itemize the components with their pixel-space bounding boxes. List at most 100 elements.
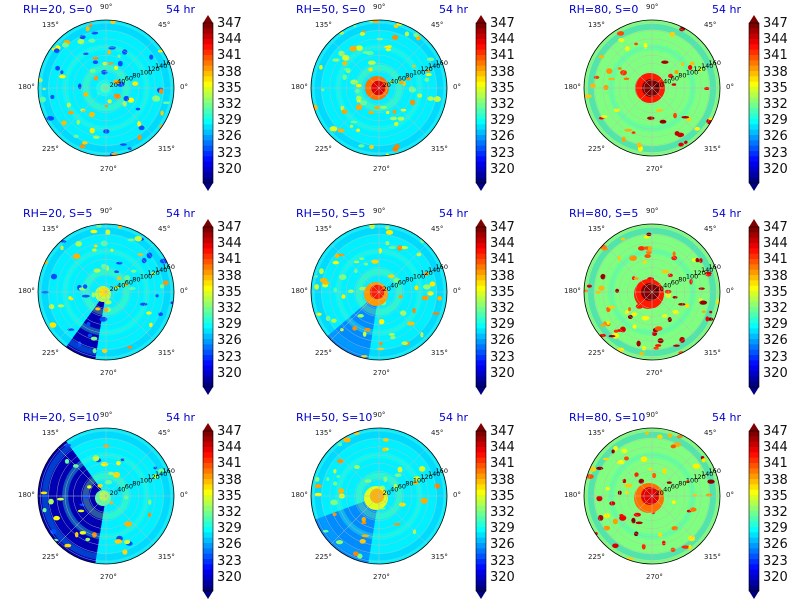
colorbar-segment	[749, 135, 759, 141]
convective-cell	[689, 507, 697, 512]
convective-cell	[424, 77, 430, 82]
colorbar-segment	[749, 140, 759, 147]
convective-cell	[361, 521, 367, 525]
colorbar-segment	[203, 232, 213, 239]
convective-cell	[364, 327, 371, 332]
polar-panel: RH=50, S=5 54 hr 20 40 60 80 100 120 140 160 90° 45…	[273, 204, 537, 408]
radial-tick-label: 80	[678, 71, 686, 79]
convective-cell	[79, 530, 87, 535]
colorbar-tick-label: 320	[763, 569, 788, 585]
convective-cell	[77, 509, 85, 513]
angular-gridline	[603, 39, 653, 89]
convective-cell	[641, 315, 650, 321]
colorbar-segment	[749, 113, 759, 120]
colorbar-segment	[203, 505, 213, 512]
polar-panel: RH=20, S=0 54 hr 20 40 60 80 100 120 140 160 90° 45…	[0, 0, 264, 204]
radial-tick-label: 80	[405, 479, 413, 487]
colorbar-segment	[476, 259, 486, 265]
radial-tick-label: 100	[413, 272, 425, 280]
colorbar-segment	[203, 264, 213, 271]
convective-cell	[149, 54, 154, 60]
convective-cell	[617, 490, 622, 495]
colorbar	[202, 423, 214, 599]
colorbar-segment	[749, 103, 759, 109]
convective-cell	[385, 240, 390, 246]
radial-tick-label: 40	[390, 78, 398, 86]
colorbar-segment	[476, 151, 486, 157]
colorbar-segment	[749, 44, 759, 51]
colorbar-segment	[749, 575, 759, 581]
convective-cell	[86, 321, 91, 327]
colorbar-segment	[749, 463, 759, 469]
colorbar-min-extend	[203, 591, 213, 599]
panel-time-label: 54 hr	[712, 207, 741, 220]
convective-cell	[625, 490, 629, 495]
colorbar-tick-label: 326	[490, 537, 515, 553]
convective-cell	[697, 68, 704, 72]
convective-cell	[678, 302, 686, 306]
convective-cell	[337, 459, 344, 464]
polar-outline	[37, 427, 175, 565]
convective-cell	[692, 493, 697, 497]
convective-cell	[654, 326, 663, 331]
colorbar-segment	[749, 500, 759, 507]
convective-cell	[624, 310, 629, 315]
angular-gridline	[603, 87, 653, 137]
radial-tick-label: 40	[117, 78, 125, 86]
convective-cell	[681, 115, 690, 119]
colorbar-segment	[203, 280, 213, 287]
convective-cell	[639, 352, 645, 356]
colorbar-segment	[749, 124, 759, 131]
convective-cell	[89, 68, 96, 73]
convective-cell	[695, 257, 700, 263]
convective-cell	[425, 69, 431, 72]
colorbar-tick-label: 344	[217, 32, 242, 48]
convective-cell	[314, 476, 320, 482]
colorbar-segment	[476, 44, 486, 51]
colorbar-min-extend	[749, 591, 759, 599]
convective-cell	[127, 345, 133, 349]
convective-cell	[59, 74, 66, 79]
convective-cell	[57, 304, 65, 308]
convective-cell	[100, 240, 108, 247]
colorbar-segment	[476, 463, 486, 469]
angle-tick-label: 315°	[704, 553, 721, 561]
angle-tick-label: 270°	[100, 573, 117, 581]
colorbar-segment	[476, 301, 486, 308]
colorbar-segment	[476, 548, 486, 555]
radial-tick-label: 160	[436, 263, 448, 271]
radial-tick-label: 20	[383, 285, 391, 293]
colorbar-segment	[749, 484, 759, 491]
radial-tick-label: 140	[428, 62, 440, 70]
angular-gridline	[105, 447, 155, 497]
colorbar-segment	[749, 333, 759, 340]
convective-cell	[53, 515, 60, 521]
colorbar-segment	[476, 317, 486, 324]
angle-tick-label: 270°	[373, 369, 390, 377]
convective-cell	[92, 248, 97, 252]
angle-tick-label: 90°	[646, 3, 659, 11]
colorbar-segment	[203, 119, 213, 125]
angle-tick-label: 0°	[180, 491, 188, 499]
convective-cell	[662, 468, 667, 474]
colorbar-tick-label: 335	[763, 284, 788, 300]
colorbar-max-extend	[476, 219, 486, 227]
angle-tick-label: 180°	[291, 491, 308, 499]
convective-cell	[322, 281, 330, 285]
angular-gridline	[57, 39, 107, 89]
angular-gridline	[330, 243, 380, 293]
convective-cell	[49, 322, 57, 328]
convective-cell	[705, 316, 710, 322]
polar-outline	[583, 19, 721, 157]
colorbar-segment	[476, 237, 486, 244]
colorbar-segment	[476, 33, 486, 40]
convective-cell	[378, 318, 385, 325]
convective-cell	[616, 31, 625, 36]
colorbar-tick-label: 347	[217, 424, 242, 439]
colorbar-segment	[203, 39, 213, 45]
colorbar-segment	[203, 564, 213, 571]
colorbar-segment	[749, 365, 759, 372]
colorbar-segment	[203, 339, 213, 345]
